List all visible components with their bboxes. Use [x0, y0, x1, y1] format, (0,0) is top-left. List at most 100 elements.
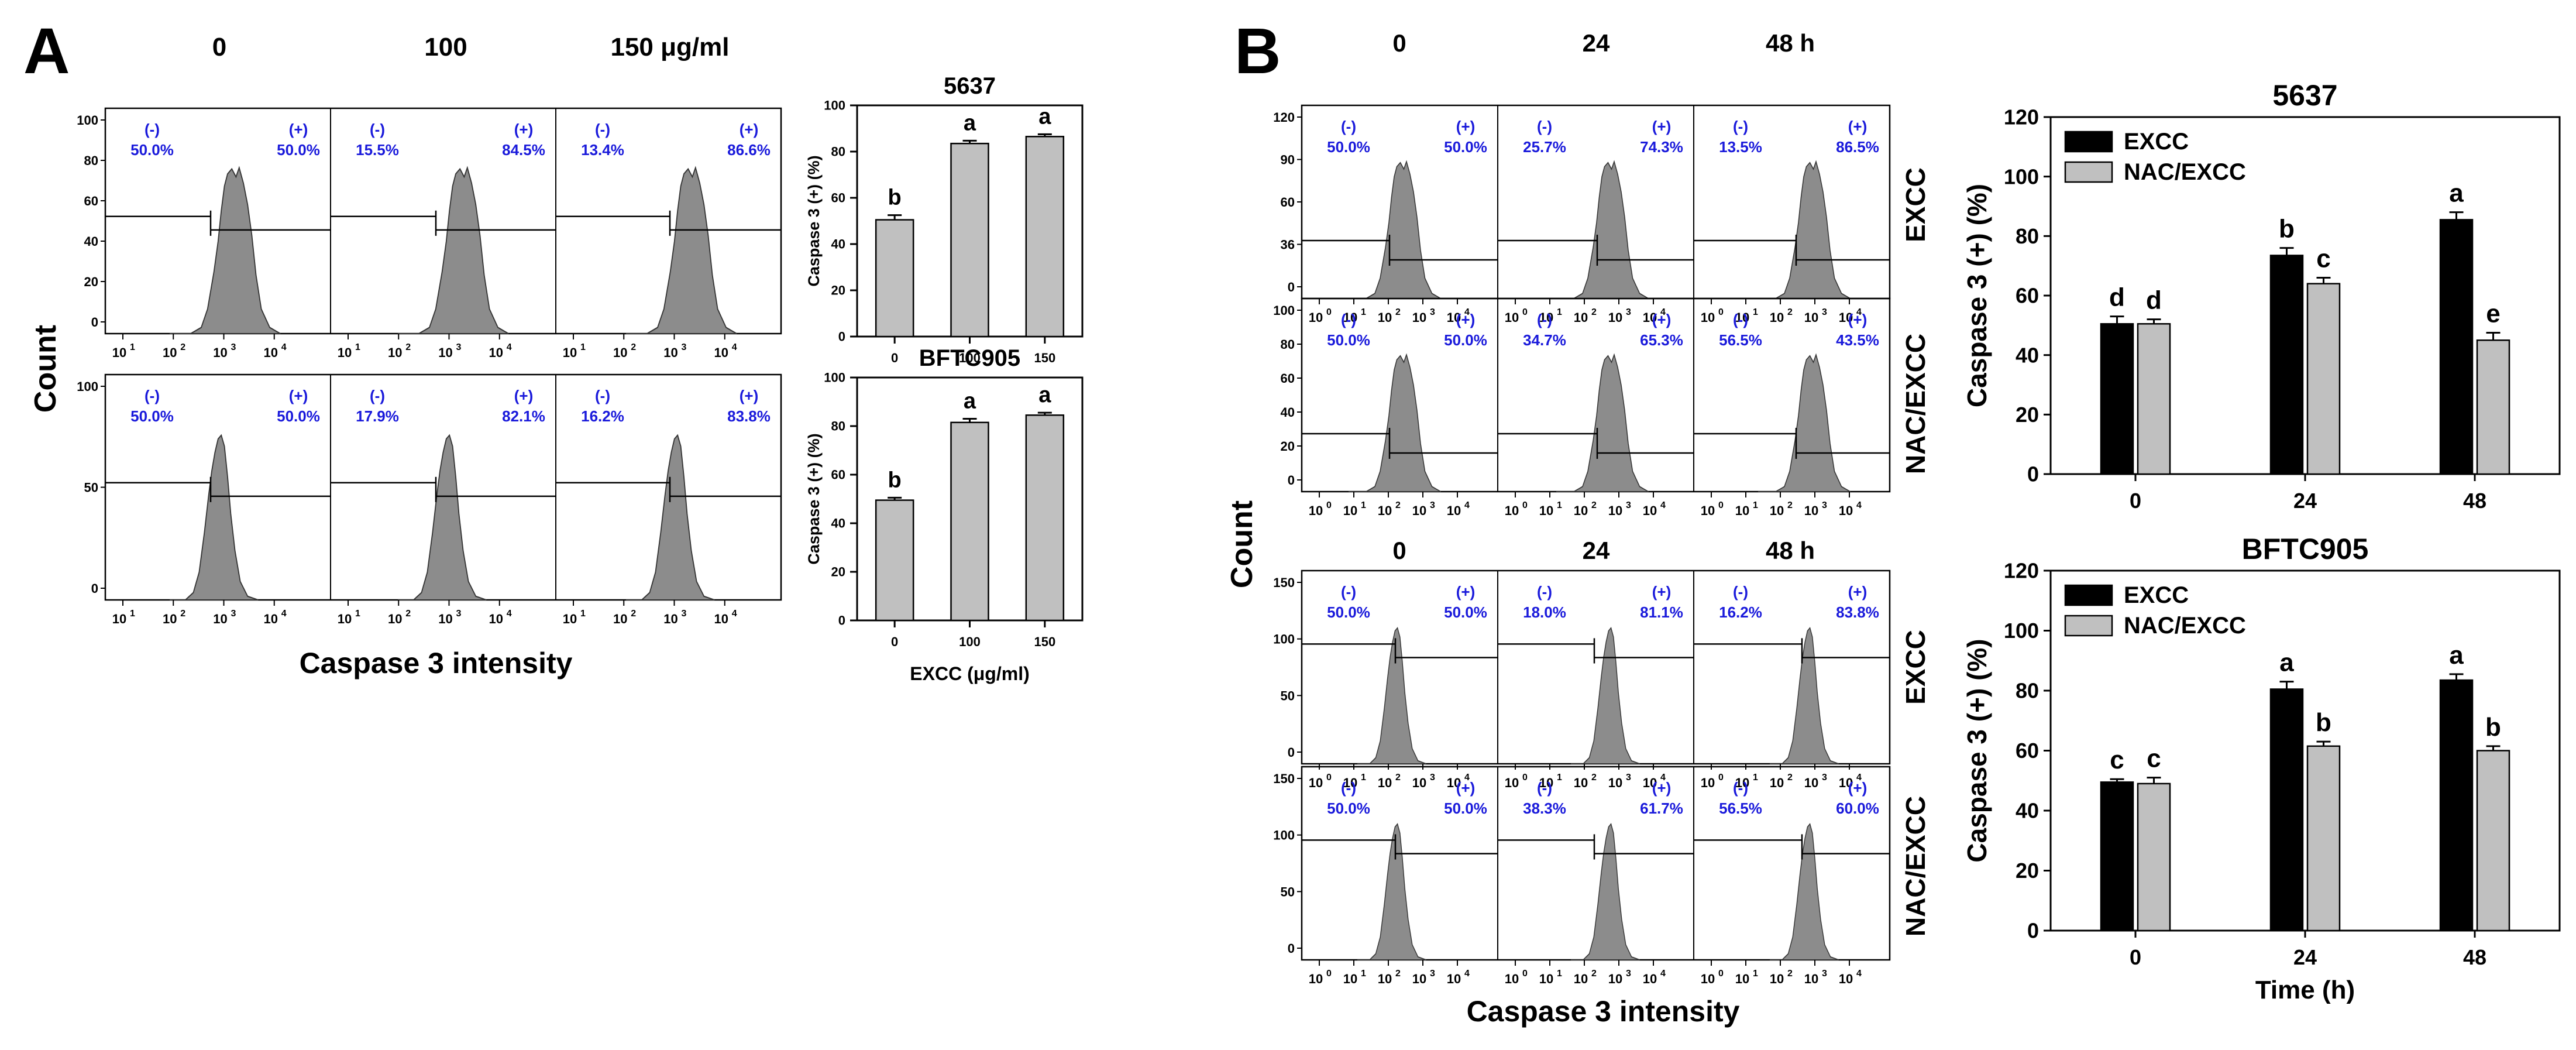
histogram [625, 167, 738, 335]
panel-b-bar-chart-bftc905: BFTC905 0 20 40 60 80 100 120 Caspase 3 (+) (%) 0… [1962, 533, 2561, 1004]
significance-letter: a [964, 389, 976, 414]
bar [2476, 339, 2510, 475]
significance-letter: b [888, 468, 902, 492]
x-tick-label: 150 [1034, 351, 1055, 365]
gate-pos-label: (+) [1848, 779, 1867, 797]
significance-letter: b [2279, 215, 2295, 243]
gate-neg-percent: 13.5% [1719, 138, 1762, 156]
legend-swatch [2064, 584, 2113, 606]
gate-pos-label: (+) [1652, 118, 1672, 135]
flow-y-tick-label: 0 [1288, 473, 1295, 488]
gate-pos-percent: 86.6% [727, 141, 771, 159]
bar [1025, 414, 1065, 622]
flow-x-tick-base: 10 [112, 612, 126, 626]
flow-x-tick-base: 10 [1770, 310, 1784, 325]
flow-x-tick-base: 10 [1539, 310, 1553, 325]
gate-pos-percent: 50.0% [1444, 799, 1487, 817]
flow-y-tick-label: 0 [91, 581, 98, 596]
flow-y-tick-label: 20 [84, 274, 98, 289]
flow-y-tick-label: 50 [84, 481, 98, 495]
gate-neg-percent: 17.9% [356, 407, 399, 425]
flow-y-tick-label: 60 [1281, 195, 1295, 210]
flow-y-tick-label: 0 [91, 315, 98, 330]
x-tick-label: 0 [2130, 489, 2141, 513]
flow-y-tick-label: 50 [1281, 884, 1295, 899]
flow-x-tick-base: 10 [563, 612, 577, 626]
flow-x-tick-base: 10 [1309, 972, 1323, 986]
x-tick-label: 100 [959, 351, 981, 365]
y-tick-label: 20 [831, 283, 845, 298]
panel-a-bar-chart-5637: 5637 0 20 40 60 80 100 Caspase 3 (+) (%) 0 100 150… [805, 73, 1084, 365]
flow-x-tick-base: 10 [1539, 503, 1553, 518]
flow-x-tick-base: 10 [1343, 503, 1357, 518]
histogram [1570, 627, 1640, 764]
flow-x-tick-base: 10 [1701, 503, 1715, 518]
legend-label: NAC/EXCC [2124, 159, 2246, 185]
flow-x-tick-exp: 3 [1822, 773, 1827, 783]
gate-neg-label: (-) [1733, 311, 1748, 328]
flow-x-tick-exp: 4 [732, 342, 737, 352]
flow-x-tick-exp: 1 [1361, 500, 1366, 510]
flow-x-tick-exp: 1 [130, 609, 135, 619]
significance-letter: a [2449, 641, 2464, 670]
flow-y-tick-label: 0 [1288, 280, 1295, 294]
panel-b-col-title-0-top: 0 [1392, 29, 1406, 57]
flow-x-tick-exp: 1 [1557, 500, 1562, 510]
gate-neg-percent: 18.0% [1523, 603, 1566, 621]
flow-x-tick-base: 10 [1735, 776, 1749, 790]
flow-x-tick-base: 10 [1574, 503, 1588, 518]
flow-x-tick-exp: 3 [1626, 500, 1631, 510]
flow-x-tick-exp: 3 [231, 342, 236, 352]
flow-x-tick-base: 10 [1343, 776, 1357, 790]
gate-pos-percent: 50.0% [277, 141, 320, 159]
gate-pos-label: (+) [740, 387, 759, 404]
flow-x-tick-exp: 1 [1361, 969, 1366, 979]
y-tick-label: 100 [2004, 164, 2039, 188]
flow-x-tick-base: 10 [1378, 776, 1392, 790]
histogram [397, 434, 487, 601]
flow-x-tick-base: 10 [1505, 503, 1519, 518]
y-tick-label: 40 [831, 237, 845, 252]
flow-x-tick-base: 10 [613, 612, 627, 626]
gate-pos-label: (+) [1456, 118, 1476, 135]
significance-letter: b [888, 186, 902, 210]
flow-x-tick-exp: 4 [1464, 969, 1470, 979]
flow-x-tick-base: 10 [213, 345, 227, 360]
flow-x-tick-exp: 3 [231, 609, 236, 619]
flow-y-tick-label: 40 [84, 234, 98, 249]
panel-a-bar-chart-bftc905: BFTC905 0 20 40 60 80 100 Caspase 3 (+) (%) 0 100… [805, 345, 1084, 684]
gate-neg-percent: 16.2% [581, 407, 624, 425]
flow-x-tick-exp: 1 [1557, 307, 1562, 317]
flow-x-tick-base: 10 [1643, 310, 1657, 325]
gate-neg-percent: 56.5% [1719, 331, 1762, 349]
significance-letter: a [1038, 104, 1051, 129]
bar [2137, 323, 2171, 475]
legend-swatch [2064, 131, 2113, 153]
y-tick-label: 40 [2016, 343, 2039, 367]
bar [875, 499, 914, 622]
flow-x-tick-exp: 2 [1395, 307, 1401, 317]
y-axis-label: Caspase 3 (+) (%) [1962, 184, 1992, 407]
y-axis-label: Caspase 3 (+) (%) [805, 433, 823, 564]
flow-x-tick-exp: 3 [456, 609, 462, 619]
y-tick-label: 80 [2016, 679, 2039, 703]
legend-swatch [2064, 615, 2113, 637]
gate-pos-label: (+) [1456, 779, 1476, 797]
significance-letter: b [2316, 708, 2331, 737]
flow-x-tick-exp: 3 [1822, 969, 1827, 979]
flow-y-tick-label: 40 [1281, 405, 1295, 420]
flow-x-tick-base: 10 [1643, 503, 1657, 518]
flow-y-tick-label: 36 [1281, 238, 1295, 252]
panel-a-col-title-1: 100 [424, 33, 467, 61]
panel-b-col-title-1-top: 24 [1583, 29, 1610, 57]
y-tick-label: 0 [2027, 462, 2039, 486]
gate-neg-label: (-) [595, 387, 610, 404]
x-tick-label: 24 [2293, 489, 2317, 513]
flow-x-tick-exp: 3 [1430, 773, 1435, 783]
flow-x-tick-exp: 1 [580, 609, 586, 619]
bar [2439, 679, 2474, 932]
gate-neg-label: (-) [1341, 118, 1356, 135]
gate-neg-percent: 16.2% [1719, 603, 1762, 621]
gate-pos-percent: 60.0% [1836, 799, 1879, 817]
flow-x-tick-exp: 1 [1753, 969, 1758, 979]
